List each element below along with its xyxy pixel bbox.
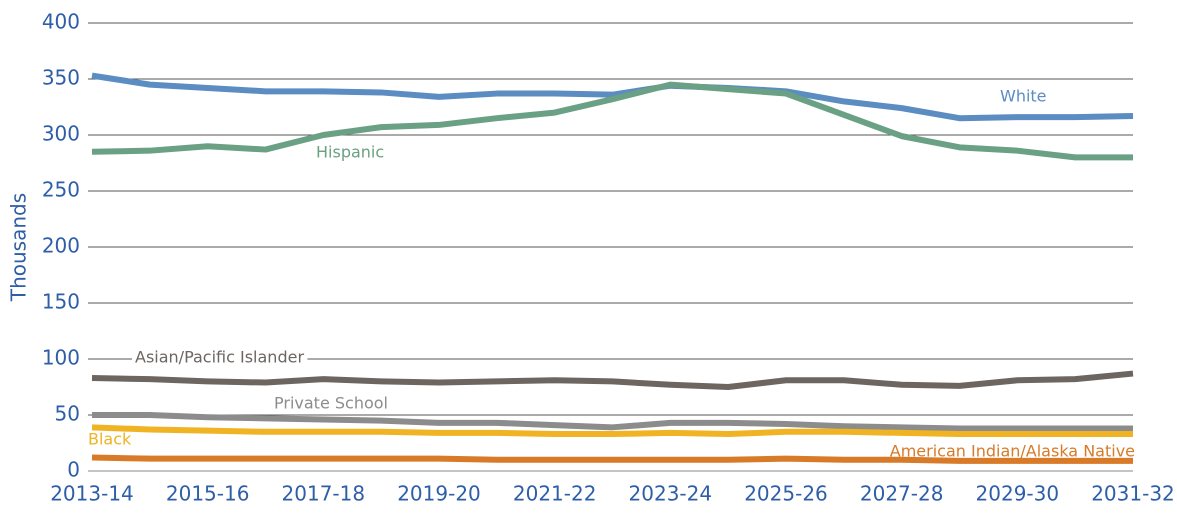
series-line bbox=[91, 424, 1133, 438]
series-line bbox=[91, 454, 1133, 464]
y-axis-label: Thousands bbox=[7, 193, 31, 302]
y-tick-label: 100 bbox=[42, 346, 80, 370]
x-tick-label: 2031-32 bbox=[1091, 482, 1175, 506]
y-tick-label: 400 bbox=[42, 10, 80, 34]
y-tick-label: 200 bbox=[42, 234, 80, 258]
y-tick-label: 50 bbox=[55, 402, 80, 426]
x-tick-label: 2019-20 bbox=[397, 482, 481, 506]
x-tick-label: 2029-30 bbox=[976, 482, 1060, 506]
series-label: Private School bbox=[274, 394, 388, 413]
series-line bbox=[91, 81, 1133, 161]
x-tick-label: 2025-26 bbox=[744, 482, 828, 506]
x-tick-label: 2015-16 bbox=[166, 482, 250, 506]
label-bg bbox=[132, 347, 308, 367]
x-tick-label: 2023-24 bbox=[629, 482, 713, 506]
x-tick-label: 2013-14 bbox=[50, 482, 134, 506]
y-tick-label: 300 bbox=[42, 122, 80, 146]
series-label: Black bbox=[88, 430, 132, 449]
y-tick-label: 350 bbox=[42, 66, 80, 90]
y-tick-label: 150 bbox=[42, 290, 80, 314]
series-line bbox=[91, 72, 1134, 122]
series-label: White bbox=[1000, 87, 1047, 106]
y-tick-label: 250 bbox=[42, 178, 80, 202]
series-line bbox=[92, 412, 1133, 432]
series-label: American Indian/Alaska Native bbox=[890, 442, 1135, 461]
y-tick-label: 0 bbox=[67, 458, 80, 482]
series-label: Hispanic bbox=[316, 143, 384, 162]
x-tick-label: 2021-22 bbox=[513, 482, 597, 506]
series-label: Asian/Pacific Islander bbox=[135, 348, 304, 367]
x-tick-label: 2027-28 bbox=[860, 482, 944, 506]
x-tick-label: 2017-18 bbox=[282, 482, 366, 506]
series-line bbox=[91, 370, 1134, 390]
